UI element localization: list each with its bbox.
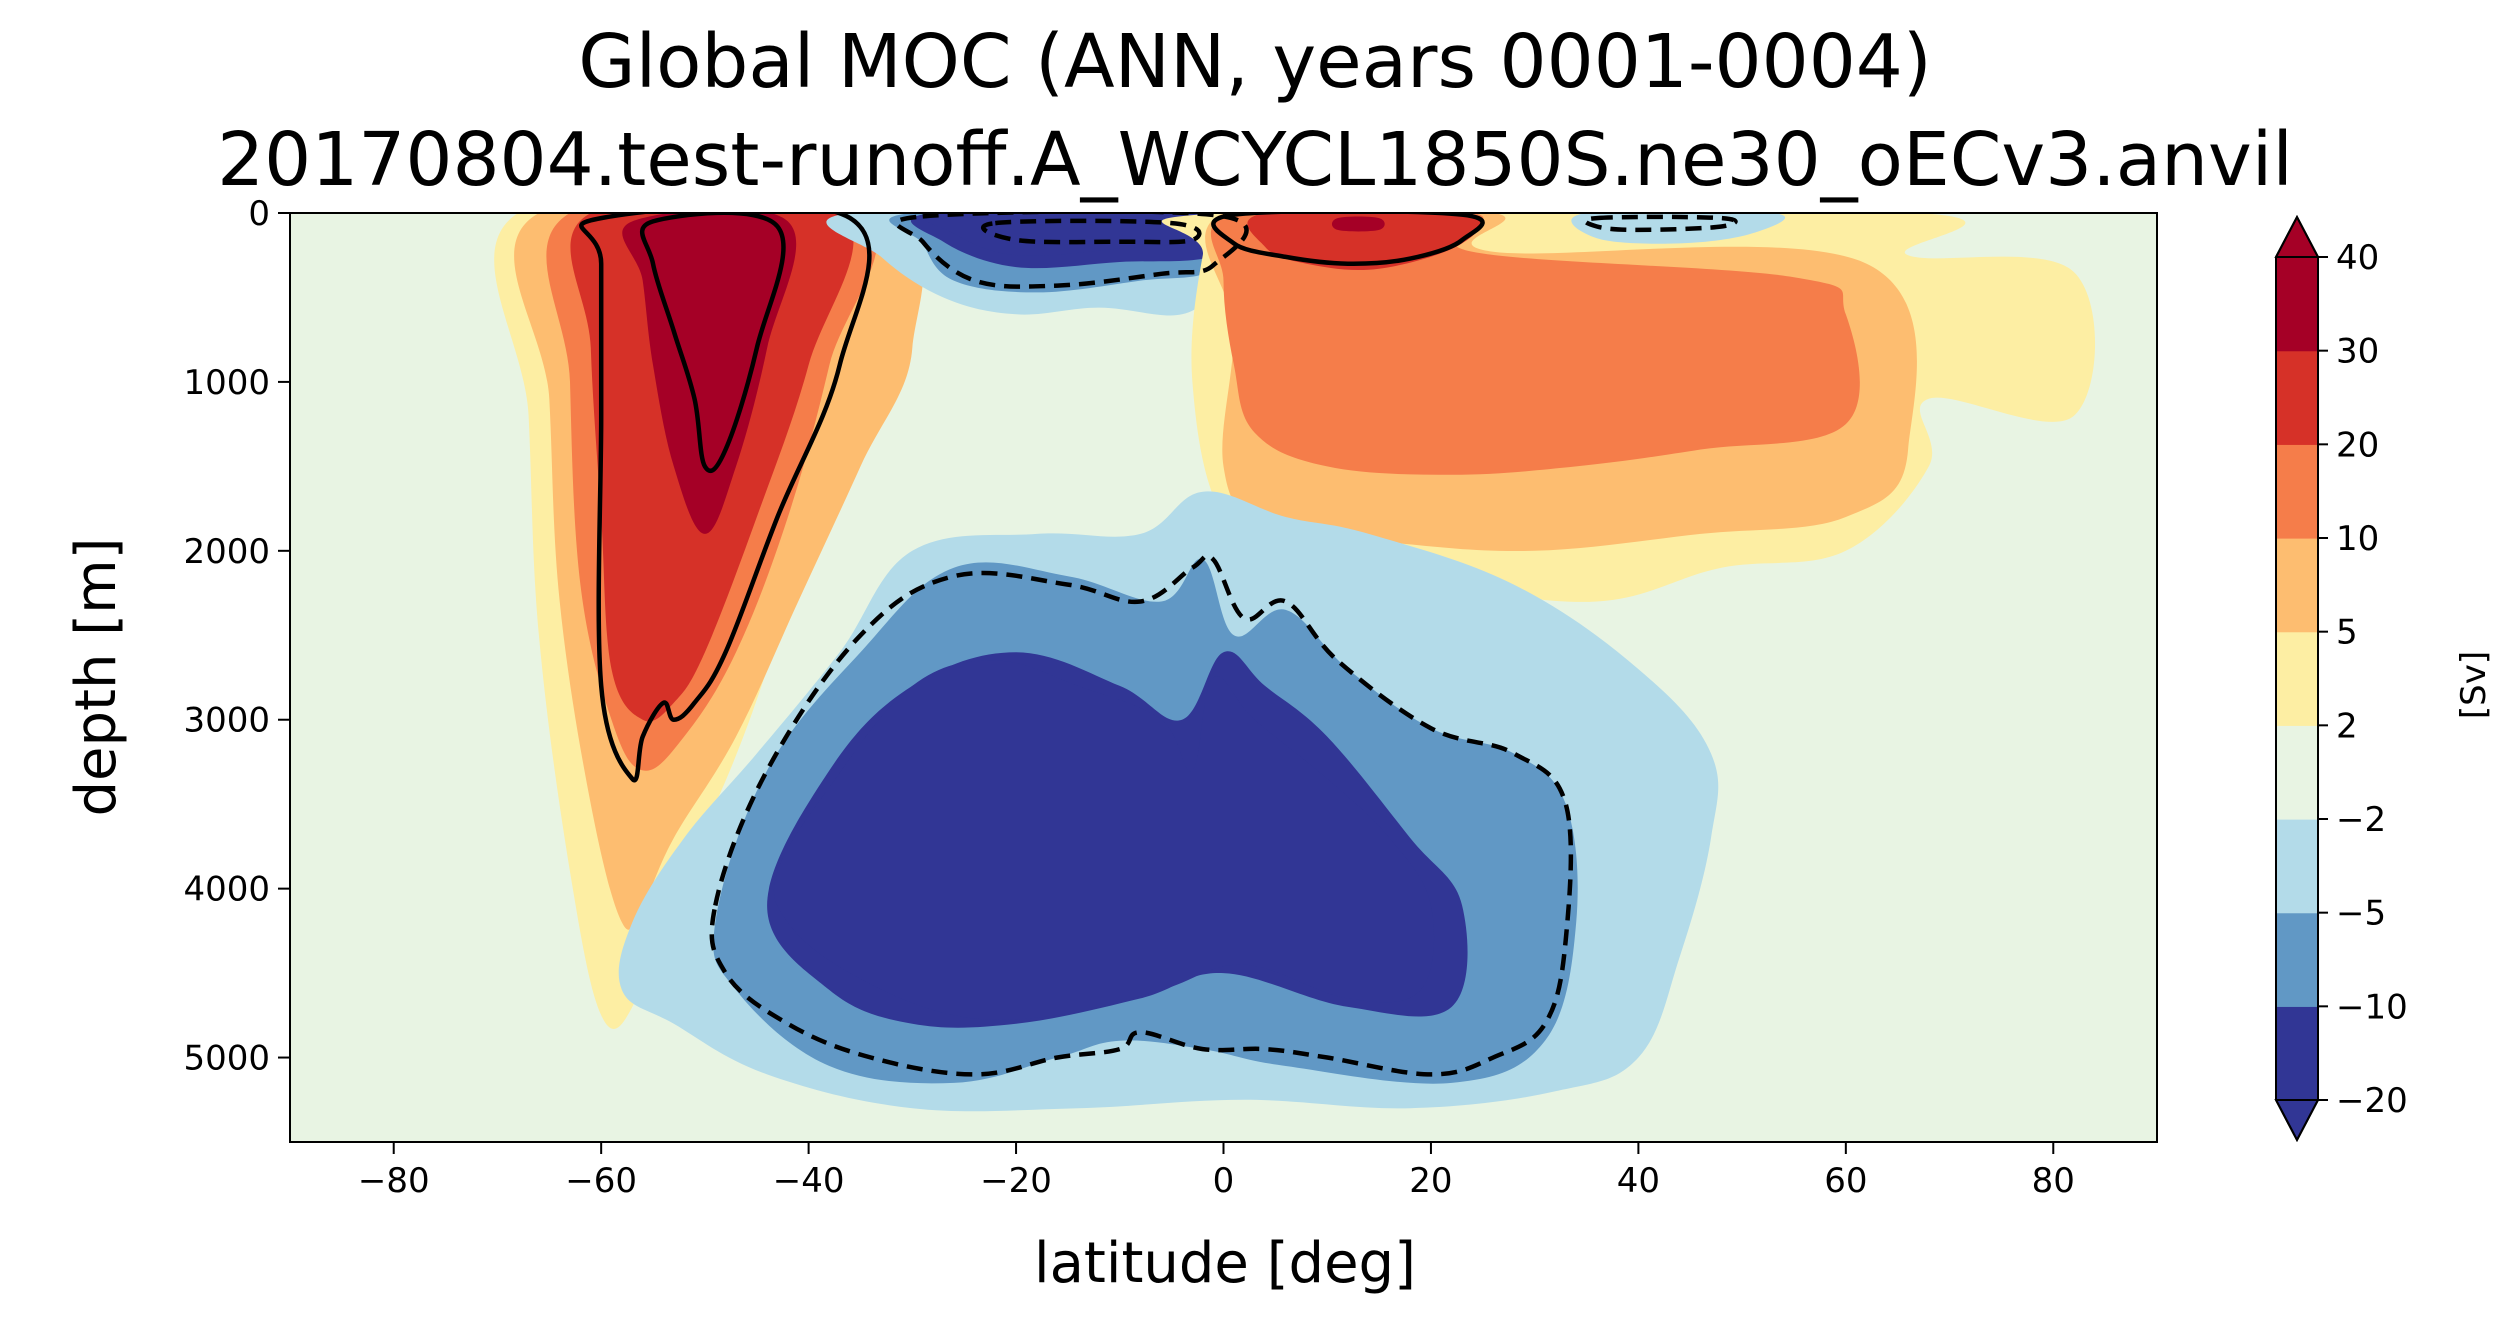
contour-line-pos-20-south-outer [579,213,872,783]
contour-line-neg-2-north [1582,214,1738,233]
contour-line-neg-10-deep [709,553,1574,1077]
y-axis-label: depth [m] [64,537,129,816]
contour-line-neg-10-upper-inner [981,218,1202,245]
colorbar-tick-label: 2 [2336,706,2358,746]
contour-fill-southern-ocean-cell-30 [622,213,797,534]
colorbar-tick-label: 10 [2336,519,2379,559]
x-tick-label: 0 [1213,1161,1235,1201]
x-tick-label: 60 [1824,1161,1867,1201]
colorbar-tick-label: 30 [2336,332,2379,372]
colorbar-tick-label: −2 [2336,800,2386,840]
y-tick-label: 3000 [183,701,270,741]
x-tick-label: 80 [2032,1161,2075,1201]
colorbar-segment [2276,631,2318,726]
x-axis-ticks: −80 −60 −40 −20 0 20 40 60 80 [358,1142,2075,1201]
y-axis-ticks: 0 1000 2000 3000 4000 5000 [183,194,290,1079]
colorbar-segment [2276,350,2318,445]
x-tick-label: −40 [773,1161,845,1201]
contour-line-pos-30-south-inner [639,213,786,473]
contour-lines [579,213,1738,1077]
contour-fill-northern-upper-cell-10 [1210,213,1860,475]
contour-line-neg-10-upper [894,213,1249,289]
colorbar-tick-label: −20 [2336,1081,2408,1121]
y-tick-label: 4000 [183,870,270,910]
x-tick-label: −60 [565,1161,637,1201]
chart-title: Global MOC (ANN, years 0001-0004) [578,19,1932,105]
y-tick-label: 1000 [183,363,270,403]
colorbar-tick-label: −10 [2336,987,2408,1027]
colorbar-extend-top [2274,214,2320,258]
colorbar-extend-bottom [2274,1099,2320,1143]
contour-fill-deep-antarctic-bottom-cell--20 [773,660,1435,1020]
y-tick-label: 2000 [183,532,270,572]
x-tick-label: −20 [980,1161,1052,1201]
y-tick-label: 0 [248,194,270,234]
colorbar-segment [2276,819,2318,914]
colorbar-segment [2276,538,2318,633]
contour-line-pos-20-north [1211,213,1485,266]
colorbar-segment [2276,257,2318,352]
colorbar-unit-label: [Sv] [2454,651,2494,719]
colorbar: −20 −10 −5 −2 2 5 10 20 30 40 [2274,214,2408,1143]
contour-fill-northern-upper-cell-30 [1331,216,1385,232]
region-northern-upper-cell [1161,213,2096,602]
colorbar-tick-label: 40 [2336,238,2379,278]
chart-subtitle: 20170804.test-runoff.A_WCYCL1850S.ne30_o… [217,117,2293,203]
colorbar-tick-label: −5 [2336,894,2386,934]
x-tick-label: 40 [1617,1161,1660,1201]
colorbar-segment [2276,1006,2318,1101]
colorbar-segment [2276,912,2318,1007]
colorbar-tick-label: 20 [2336,425,2379,465]
colorbar-segment [2276,444,2318,539]
colorbar-segment [2276,725,2318,820]
x-axis-label: latitude [deg] [1034,1231,1416,1296]
x-tick-label: 20 [1409,1161,1452,1201]
colorbar-tick-label: 5 [2336,613,2358,653]
y-tick-label: 5000 [183,1039,270,1079]
x-tick-label: −80 [358,1161,430,1201]
region-deep-antarctic-bottom-cell [618,491,1719,1112]
